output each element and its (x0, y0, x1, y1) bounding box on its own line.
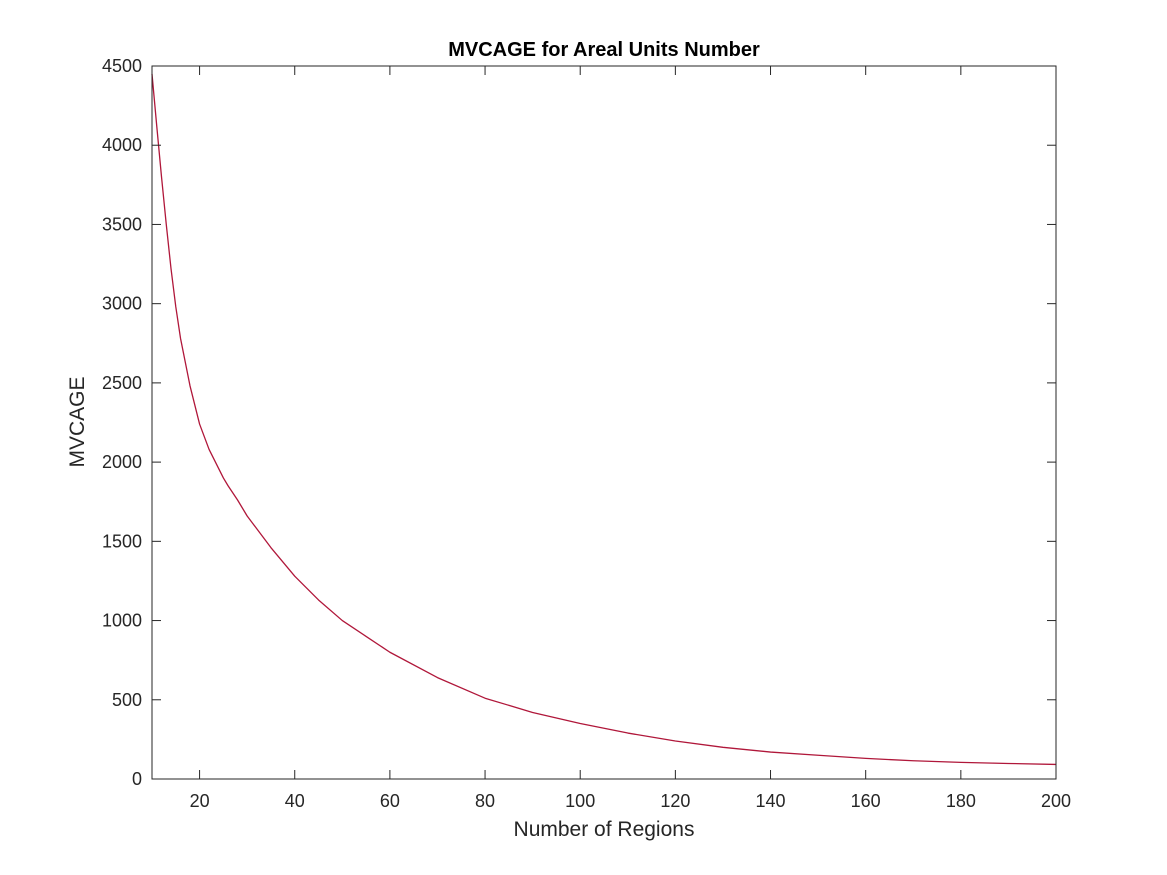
x-tick-label: 120 (660, 791, 690, 811)
y-tick-label: 2500 (102, 373, 142, 393)
x-tick-label: 80 (475, 791, 495, 811)
axes-box (151, 65, 1057, 780)
series-line-0 (151, 73, 1057, 766)
x-tick-label: 60 (380, 791, 400, 811)
x-axis-label: Number of Regions (514, 818, 695, 841)
y-tick-label: 500 (112, 690, 142, 710)
y-tick-label: 0 (132, 769, 142, 789)
y-tick-label: 2000 (102, 452, 142, 472)
y-tick-label: 1500 (102, 531, 142, 551)
plot-area: 20 40 60 80 100 120 140 160 180 20005001000150020… (102, 56, 1071, 811)
y-tick-label: 4000 (102, 135, 142, 155)
x-tick-label: 200 (1041, 791, 1071, 811)
x-tick-label: 160 (851, 791, 881, 811)
y-tick-label: 4500 (102, 56, 142, 76)
x-tick-label: 20 (190, 791, 210, 811)
x-tick-label: 180 (946, 791, 976, 811)
x-tick-label: 140 (756, 791, 786, 811)
chart-title: MVCAGE for Areal Units Number (448, 39, 760, 61)
x-tick-label: 40 (285, 791, 305, 811)
y-tick-label: 3000 (102, 294, 142, 314)
y-tick-label: 3500 (102, 214, 142, 234)
y-tick-label: 1000 (102, 611, 142, 631)
y-axis-label: MVCAGE (66, 376, 89, 467)
x-tick-label: 100 (565, 791, 595, 811)
